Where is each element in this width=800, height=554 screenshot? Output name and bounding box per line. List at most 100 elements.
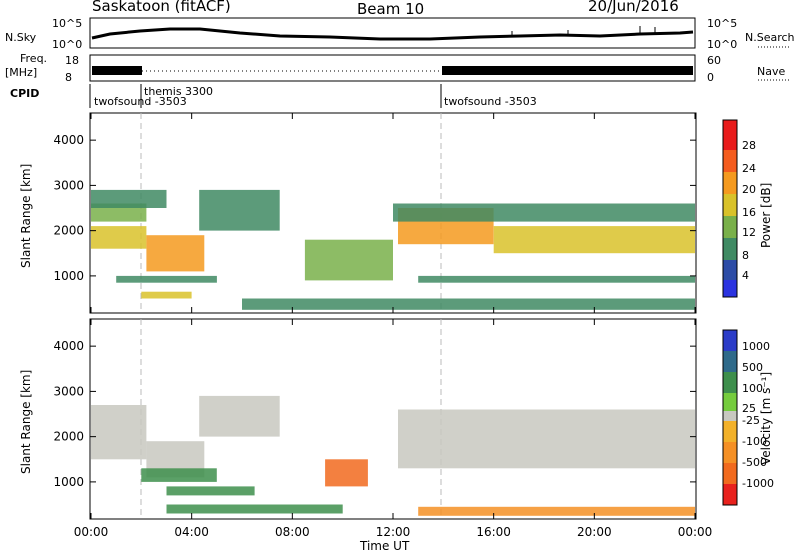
power-scale-label: Power [dB] — [759, 183, 773, 248]
data-band-8 — [418, 506, 695, 516]
data-band-7 — [166, 504, 343, 514]
data-band-4 — [141, 468, 217, 482]
data-band-0 — [91, 226, 147, 249]
cpid-segment-1: themis 3300 — [144, 85, 214, 98]
velocity-ylabel: Slant Range [km] — [19, 370, 33, 474]
ytick-label-1-0: 1000 — [53, 475, 84, 489]
ytick-label-0-0: 1000 — [53, 269, 84, 283]
data-band-2 — [91, 189, 167, 208]
power-tick-4: 4 — [742, 269, 749, 282]
xtick-label-0: 00:00 — [74, 525, 109, 539]
axis-layer: 1000 2000 3000 4000 1000 2000 3000 4000 00:00 04:… — [53, 113, 712, 539]
xtick-label-5: 20:00 — [577, 525, 612, 539]
ytick-label-1-3: 4000 — [53, 339, 84, 353]
data-band-7 — [304, 239, 393, 281]
data-band-11 — [418, 275, 695, 283]
velocity-tick-25: 25 — [742, 402, 756, 415]
power-tick-12: 12 — [742, 226, 756, 239]
cpid-label: CPID — [10, 87, 40, 100]
velocity-color-25 — [723, 393, 737, 411]
nave-label: Nave — [757, 65, 786, 78]
freq-block-early — [92, 66, 142, 75]
nsearch-label: N.Search — [745, 31, 795, 44]
nsky-tick-top: 10^5 — [52, 17, 83, 30]
power-tick-16: 16 — [742, 206, 756, 219]
data-band-3 — [146, 235, 205, 272]
velocity-scale-label: Velocity [m s⁻¹] — [759, 372, 773, 465]
ytick-label-1-1: 2000 — [53, 430, 84, 444]
velocity-color-500 — [723, 351, 737, 372]
velocity-tick-neg500: -500 — [742, 456, 767, 469]
velocity-color-neg1000 — [723, 484, 737, 505]
xtick-label-4: 16:00 — [476, 525, 511, 539]
nsky-tick-bottom: 10^0 — [52, 38, 83, 51]
ytick-label-0-2: 3000 — [53, 178, 84, 192]
velocity-tick-neg1000: -1000 — [742, 477, 774, 490]
data-band-2 — [199, 395, 280, 437]
xtick-label-3: 12:00 — [376, 525, 411, 539]
power-tick-20: 20 — [742, 183, 756, 196]
nave-tick-top: 60 — [707, 54, 721, 67]
ytick-label-1-2: 3000 — [53, 384, 84, 398]
velocity-tick-100: 100 — [742, 382, 763, 395]
freq-block-late — [442, 66, 693, 75]
power-color-12 — [723, 216, 737, 238]
nsky-trace — [91, 27, 694, 41]
velocity-tick-neg100: -100 — [742, 435, 767, 448]
data-band-9 — [493, 226, 695, 254]
freq-tick-bottom: 8 — [65, 71, 72, 84]
power-ylabel: Slant Range [km] — [19, 164, 33, 268]
velocity-color-neg25 — [723, 421, 737, 442]
nave-tick-bottom: 0 — [707, 71, 714, 84]
cpid-segment-2: twofsound -3503 — [444, 95, 537, 108]
data-band-5 — [166, 486, 255, 496]
velocity-color-neg100 — [723, 442, 737, 463]
nsky-label: N.Sky — [5, 31, 37, 44]
power-color-16 — [723, 194, 737, 216]
data-band-4 — [199, 189, 280, 231]
data-band-6 — [141, 291, 192, 299]
nsearch-tick-top: 10^5 — [707, 17, 738, 30]
power-color-0 — [723, 280, 737, 297]
nsky-panel-frame — [89, 17, 696, 49]
ytick-label-0-1: 2000 — [53, 224, 84, 238]
data-band-5 — [116, 275, 217, 283]
power-data-layer — [91, 189, 695, 310]
ytick-label-0-3: 4000 — [53, 133, 84, 147]
xtick-label-1: 04:00 — [174, 525, 209, 539]
beam-title: Beam 10 — [357, 0, 425, 18]
data-band-3 — [398, 409, 695, 469]
velocity-tick-1000: 1000 — [742, 340, 770, 353]
velocity-color-1000 — [723, 330, 737, 351]
power-color-4 — [723, 260, 737, 280]
station-title: Saskatoon (fitACF) — [92, 0, 231, 15]
velocity-data-layer — [91, 395, 695, 516]
velocity-color-100 — [723, 372, 737, 393]
data-band-10 — [393, 203, 695, 222]
data-band-0 — [91, 405, 147, 460]
power-color-28 — [723, 120, 737, 150]
velocity-color-neg500 — [723, 463, 737, 484]
velocity-colorbar — [722, 329, 738, 506]
xtick-label-6: 00:00 — [678, 525, 713, 539]
power-tick-8: 8 — [742, 249, 749, 262]
power-tick-24: 24 — [742, 162, 756, 175]
power-color-20 — [723, 172, 737, 194]
cpid-segment-0: twofsound -3503 — [94, 95, 187, 108]
power-color-24 — [723, 150, 737, 172]
xlabel: Time UT — [359, 539, 410, 553]
velocity-tick-500: 500 — [742, 361, 763, 374]
nsearch-tick-bottom: 10^0 — [707, 38, 738, 51]
freq-tick-top: 18 — [65, 54, 79, 67]
date-title: 20/Jun/2016 — [588, 0, 679, 15]
xtick-label-2: 08:00 — [275, 525, 310, 539]
power-colorbar — [722, 119, 738, 298]
data-band-6 — [325, 459, 368, 487]
data-band-12 — [242, 298, 695, 310]
power-tick-28: 28 — [742, 139, 756, 152]
velocity-tick-neg25: -25 — [742, 414, 760, 427]
freq-unit: [MHz] — [5, 66, 38, 79]
data-band-1 — [91, 203, 147, 222]
freq-panel-frame — [89, 54, 696, 82]
